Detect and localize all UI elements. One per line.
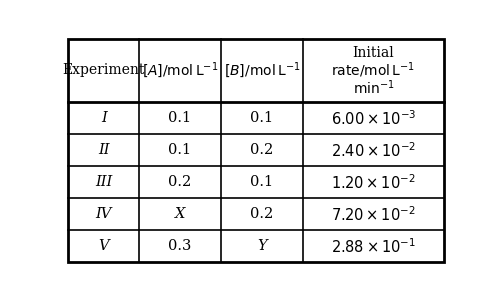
Text: $1.20 \times 10^{-2}$: $1.20 \times 10^{-2}$: [332, 173, 416, 192]
Text: $\mathrm{rate/mol\,L}^{-1}$: $\mathrm{rate/mol\,L}^{-1}$: [332, 60, 415, 80]
Text: 0.2: 0.2: [168, 176, 192, 190]
Text: II: II: [98, 143, 110, 157]
Text: $[B]/\mathrm{mol\,L}^{-1}$: $[B]/\mathrm{mol\,L}^{-1}$: [224, 60, 300, 80]
Text: 0.1: 0.1: [250, 176, 274, 190]
Text: $[A]/\mathrm{mol\,L}^{-1}$: $[A]/\mathrm{mol\,L}^{-1}$: [142, 60, 218, 80]
Text: Initial: Initial: [352, 46, 395, 60]
Text: $2.40 \times 10^{-2}$: $2.40 \times 10^{-2}$: [331, 141, 416, 160]
Text: $2.88 \times 10^{-1}$: $2.88 \times 10^{-1}$: [331, 237, 416, 256]
Text: III: III: [95, 176, 112, 190]
Text: $6.00 \times 10^{-3}$: $6.00 \times 10^{-3}$: [331, 109, 416, 128]
Text: 0.2: 0.2: [250, 143, 274, 157]
Text: V: V: [98, 240, 109, 254]
Text: I: I: [100, 111, 106, 125]
Text: Experiment: Experiment: [62, 63, 145, 77]
Text: X: X: [174, 207, 185, 221]
Text: $7.20 \times 10^{-2}$: $7.20 \times 10^{-2}$: [332, 205, 416, 224]
Text: 0.1: 0.1: [168, 111, 192, 125]
Text: 0.1: 0.1: [250, 111, 274, 125]
Text: Y: Y: [257, 240, 267, 254]
Text: 0.2: 0.2: [250, 207, 274, 221]
Text: $\mathrm{min}^{-1}$: $\mathrm{min}^{-1}$: [352, 78, 395, 97]
Text: 0.3: 0.3: [168, 240, 192, 254]
Text: 0.1: 0.1: [168, 143, 192, 157]
Text: IV: IV: [96, 207, 112, 221]
